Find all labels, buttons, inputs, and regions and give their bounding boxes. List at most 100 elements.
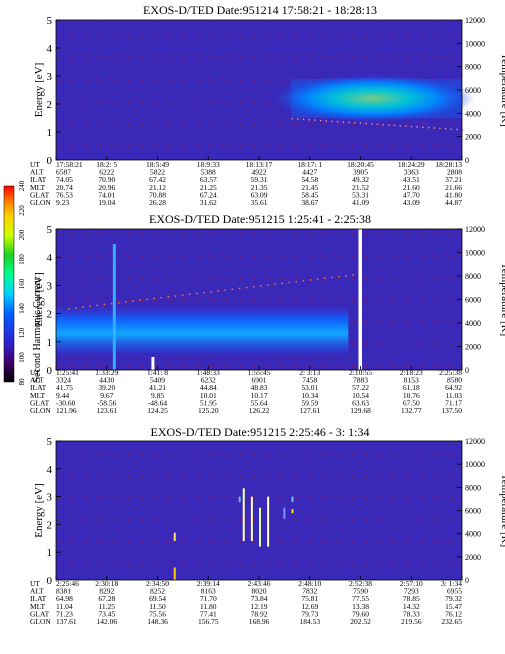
y2-axis-label: Temperature [K] <box>499 474 505 547</box>
table-cell: 10.76 <box>403 391 420 400</box>
table-cell: 2:10:55 <box>349 368 372 377</box>
colorbar-ticks: 80 100 120 140 160 180 200 220 240 <box>18 180 26 385</box>
table-cell: 2:52:38 <box>349 579 372 588</box>
y-axis-label: Energy [eV] <box>33 272 45 326</box>
table-cell: 10.01 <box>200 391 217 400</box>
temperature-point <box>103 303 106 306</box>
table-row-label: ILAT <box>30 383 47 392</box>
table-cell: 4922 <box>252 168 267 177</box>
y-axis-label: Energy [eV] <box>33 63 45 117</box>
temperature-point <box>388 124 390 126</box>
y2-tick-label: 10000 <box>465 249 485 258</box>
table-cell: 77.41 <box>200 609 217 618</box>
y2-tick-label: 10000 <box>465 39 485 48</box>
temperature-point <box>297 118 299 120</box>
table-cell: 78.85 <box>403 594 420 603</box>
table-cell: 67.42 <box>149 175 166 184</box>
y2-tick-label: 4000 <box>465 530 481 539</box>
temperature-point <box>68 307 70 310</box>
table-cell: 53.01 <box>301 383 318 392</box>
table-cell: 74.05 <box>56 175 73 184</box>
table-cell: 79.73 <box>301 609 318 618</box>
temperature-point <box>342 121 345 123</box>
table-cell: 7832 <box>302 587 317 596</box>
table-cell: 67.50 <box>403 398 420 407</box>
y-tick-label: 2 <box>47 309 53 321</box>
y-tick-label: 3 <box>47 71 53 83</box>
table-cell: 11.80 <box>200 602 217 611</box>
table-cell: 59.31 <box>251 175 268 184</box>
temperature-point <box>245 286 248 289</box>
temperature-point <box>393 124 396 127</box>
colorbar-tick-label: 180 <box>18 254 26 265</box>
table-cell: 1:55:45 <box>248 368 271 377</box>
table-cell: 18:20:45 <box>347 160 374 169</box>
table-cell: 78.92 <box>251 609 268 618</box>
colorbar-gradient <box>3 185 15 383</box>
table-cell: 8020 <box>252 587 267 596</box>
table-cell: 2: 3:13 <box>299 368 320 377</box>
heatmap-spike <box>173 532 176 542</box>
table-cell: 77.55 <box>352 594 369 603</box>
temperature-point <box>354 122 356 124</box>
heatmap-spike <box>242 488 245 542</box>
temperature-point <box>422 126 424 128</box>
table-cell: 12.19 <box>251 602 268 611</box>
y-tick-label: 0 <box>47 365 53 377</box>
temperature-point <box>371 123 373 125</box>
temperature-point <box>188 293 191 296</box>
table-cell: 20.96 <box>98 183 115 192</box>
table-cell: 41.80 <box>445 190 462 199</box>
y-tick-label: 1 <box>47 547 53 559</box>
table-cell: 49.32 <box>352 175 369 184</box>
temperature-point <box>231 288 234 291</box>
table-row-label: ILAT <box>30 175 47 184</box>
y2-tick-label: 0 <box>465 366 469 375</box>
table-cell: 64.92 <box>445 383 462 392</box>
table-cell: 125.20 <box>198 406 219 415</box>
table-cell: 63.63 <box>352 398 369 407</box>
table-cell: 59.59 <box>301 398 318 407</box>
panel-1: EXOS-D/TED Date:951214 17:58:21 - 18:28:… <box>30 3 505 207</box>
table-cell: 18:13:17 <box>246 160 273 169</box>
table-cell: 4427 <box>302 168 317 177</box>
table-cell: 6222 <box>99 168 114 177</box>
table-cell: 21.25 <box>200 183 217 192</box>
table-cell: 11.50 <box>149 602 166 611</box>
table-cell: 18:28:13 <box>435 160 462 169</box>
table-cell: 41.09 <box>352 198 369 207</box>
table-cell: 2:57:10 <box>400 579 423 588</box>
table-cell: 8292 <box>99 587 114 596</box>
table-cell: 69.54 <box>149 594 166 603</box>
heatmap-spike <box>112 244 116 370</box>
colorbar: 80 100 120 140 160 180 200 220 240 Second Harmon… <box>3 180 43 386</box>
table-cell: 47.70 <box>403 190 420 199</box>
temperature-point <box>196 292 198 295</box>
table-cell: 76.53 <box>56 190 73 199</box>
table-cell: 8153 <box>404 376 419 385</box>
table-cell: 21.45 <box>301 183 318 192</box>
table-cell: 3324 <box>56 376 71 385</box>
table-cell: 18:2: 5 <box>96 160 117 169</box>
temperature-point <box>160 296 163 299</box>
table-cell: 8252 <box>150 587 165 596</box>
table-cell: 4430 <box>99 376 114 385</box>
table-cell: 9.85 <box>151 391 164 400</box>
temperature-point <box>132 300 134 302</box>
heatmap-spike <box>291 509 294 514</box>
table-cell: 10.17 <box>251 391 268 400</box>
table-cell: 11.04 <box>56 602 73 611</box>
table-cell: 123.61 <box>96 406 117 415</box>
temperature-point <box>325 120 327 122</box>
y2-tick-label: 6000 <box>465 507 481 516</box>
y2-axis-label: Temperature [K] <box>499 53 505 126</box>
y-tick-label: 3 <box>47 492 53 504</box>
y2-tick-label: 0 <box>465 576 469 585</box>
table-cell: 15.47 <box>445 602 462 611</box>
temperature-point <box>309 279 312 281</box>
panel-title: EXOS-D/TED Date:951215 1:25:41 - 2:25:38 <box>149 212 371 226</box>
temperature-point <box>308 119 310 121</box>
y2-tick-label: 10000 <box>465 460 485 469</box>
temperature-point <box>291 118 293 120</box>
table-cell: 202.52 <box>350 617 371 626</box>
